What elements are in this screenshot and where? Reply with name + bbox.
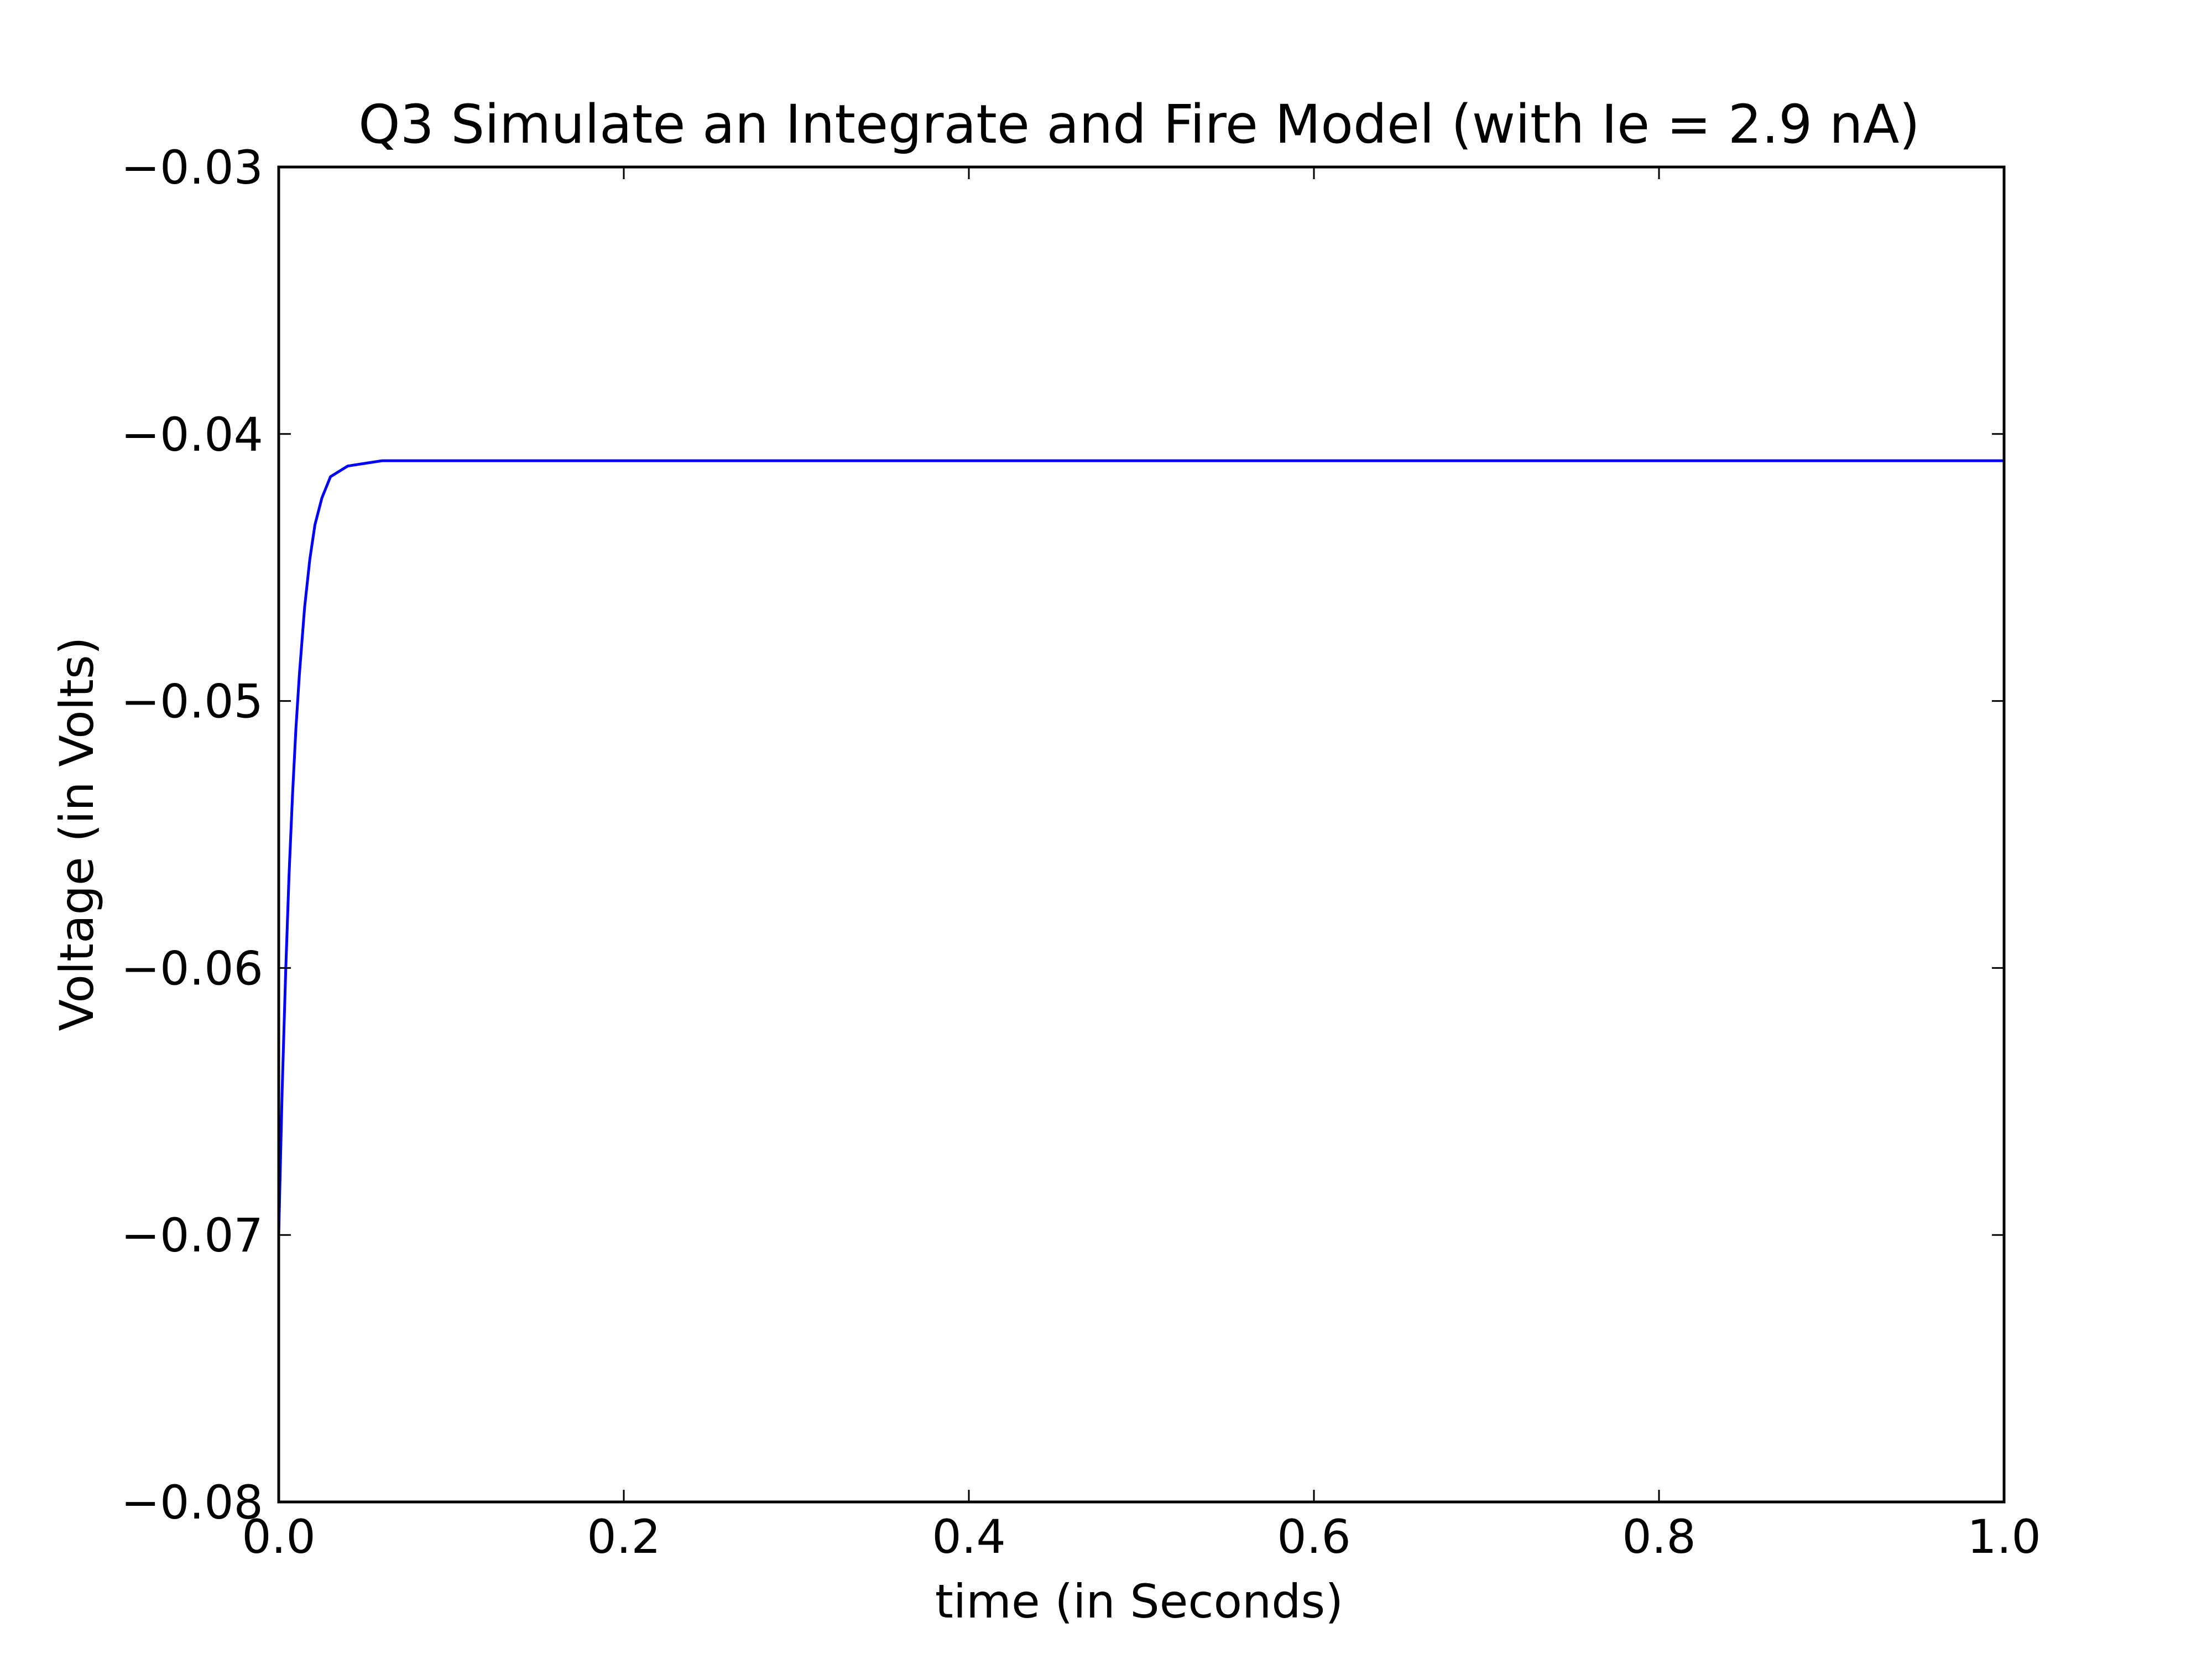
y-tick-label: −0.04 <box>121 408 263 462</box>
x-tick-label: 0.4 <box>932 1510 1006 1564</box>
x-tick-label: 0.2 <box>587 1510 661 1564</box>
series-line-0 <box>277 459 2004 1235</box>
axes-frame <box>277 165 2006 1504</box>
y-axis-label: Voltage (in Volts) <box>50 637 104 1031</box>
x-tick-label: 0.6 <box>1277 1510 1351 1564</box>
y-tick-label: −0.08 <box>121 1475 263 1530</box>
y-tick-label: −0.06 <box>121 941 263 995</box>
y-tick-label: −0.07 <box>121 1208 263 1262</box>
plot-area <box>277 165 2006 1504</box>
y-tick-label: −0.05 <box>121 675 263 729</box>
x-tick-label: 0.8 <box>1622 1510 1696 1564</box>
x-axis-label: time (in Seconds) <box>935 1574 1343 1629</box>
x-tick-label: 0.0 <box>242 1510 316 1564</box>
axis-ticks: 0.0 0.2 0.4 0.6 0.8 1.0 −0.08 −0.07 −0.06 −0.05 −0… <box>121 140 2041 1564</box>
y-tick-label: −0.03 <box>121 140 263 195</box>
x-tick-label: 1.0 <box>1967 1510 2041 1564</box>
chart-title: Q3 Simulate an Integrate and Fire Model … <box>358 93 1920 155</box>
